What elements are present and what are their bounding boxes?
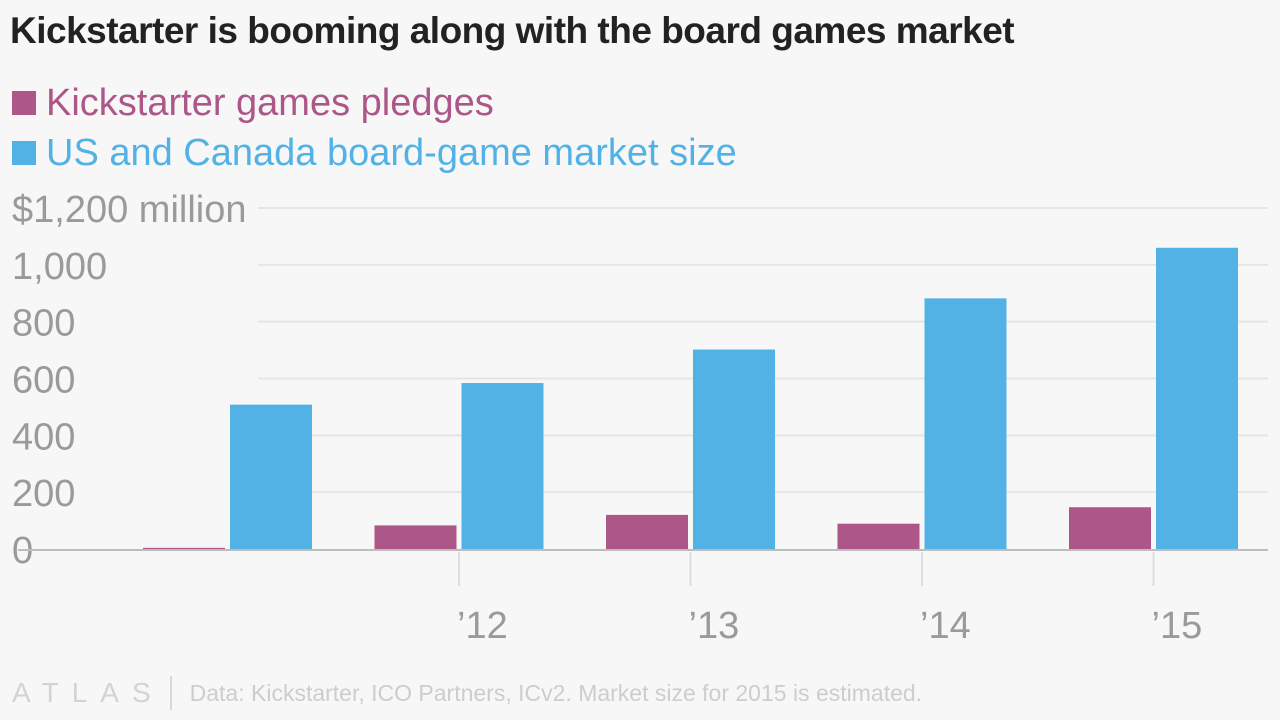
legend-swatch-market-size (12, 141, 36, 165)
legend: Kickstarter games pledges US and Canada … (12, 78, 737, 178)
legend-item-kickstarter: Kickstarter games pledges (12, 78, 737, 128)
x-tick-label: ’12 (457, 605, 508, 647)
bar-market-size (230, 404, 312, 549)
y-tick-label: $1,200 million (12, 189, 246, 231)
bar-kickstarter-pledges (837, 523, 920, 549)
footer-divider (169, 676, 172, 710)
x-tick-label: ’13 (689, 605, 740, 647)
legend-label-kickstarter: Kickstarter games pledges (46, 81, 494, 124)
source-note: Data: Kickstarter, ICO Partners, ICv2. M… (189, 679, 923, 706)
bar-kickstarter-pledges (143, 547, 225, 549)
bar-market-size (693, 349, 775, 549)
bar-kickstarter-pledges (606, 514, 688, 549)
y-tick-label: 400 (12, 416, 75, 458)
bar-kickstarter-pledges (1069, 507, 1151, 549)
bar-market-size (1156, 247, 1238, 550)
y-tick-label: 200 (12, 473, 75, 515)
y-tick-label: 1,000 (12, 246, 107, 288)
y-tick-label: 600 (12, 360, 75, 402)
atlas-logo: ATLAS (12, 677, 164, 708)
chart-title: Kickstarter is booming along with the bo… (10, 10, 1015, 51)
x-tick-label: ’15 (1152, 605, 1203, 647)
legend-item-market-size: US and Canada board-game market size (12, 128, 737, 178)
footer: ATLAS Data: Kickstarter, ICO Partners, I… (12, 676, 922, 710)
bar-market-size (924, 298, 1007, 549)
bar-market-size (461, 383, 544, 549)
bar-kickstarter-pledges (374, 525, 457, 549)
x-tick-label: ’14 (920, 605, 971, 647)
y-tick-label: 800 (12, 303, 75, 345)
legend-swatch-kickstarter (12, 91, 36, 115)
legend-label-market-size: US and Canada board-game market size (46, 131, 737, 174)
